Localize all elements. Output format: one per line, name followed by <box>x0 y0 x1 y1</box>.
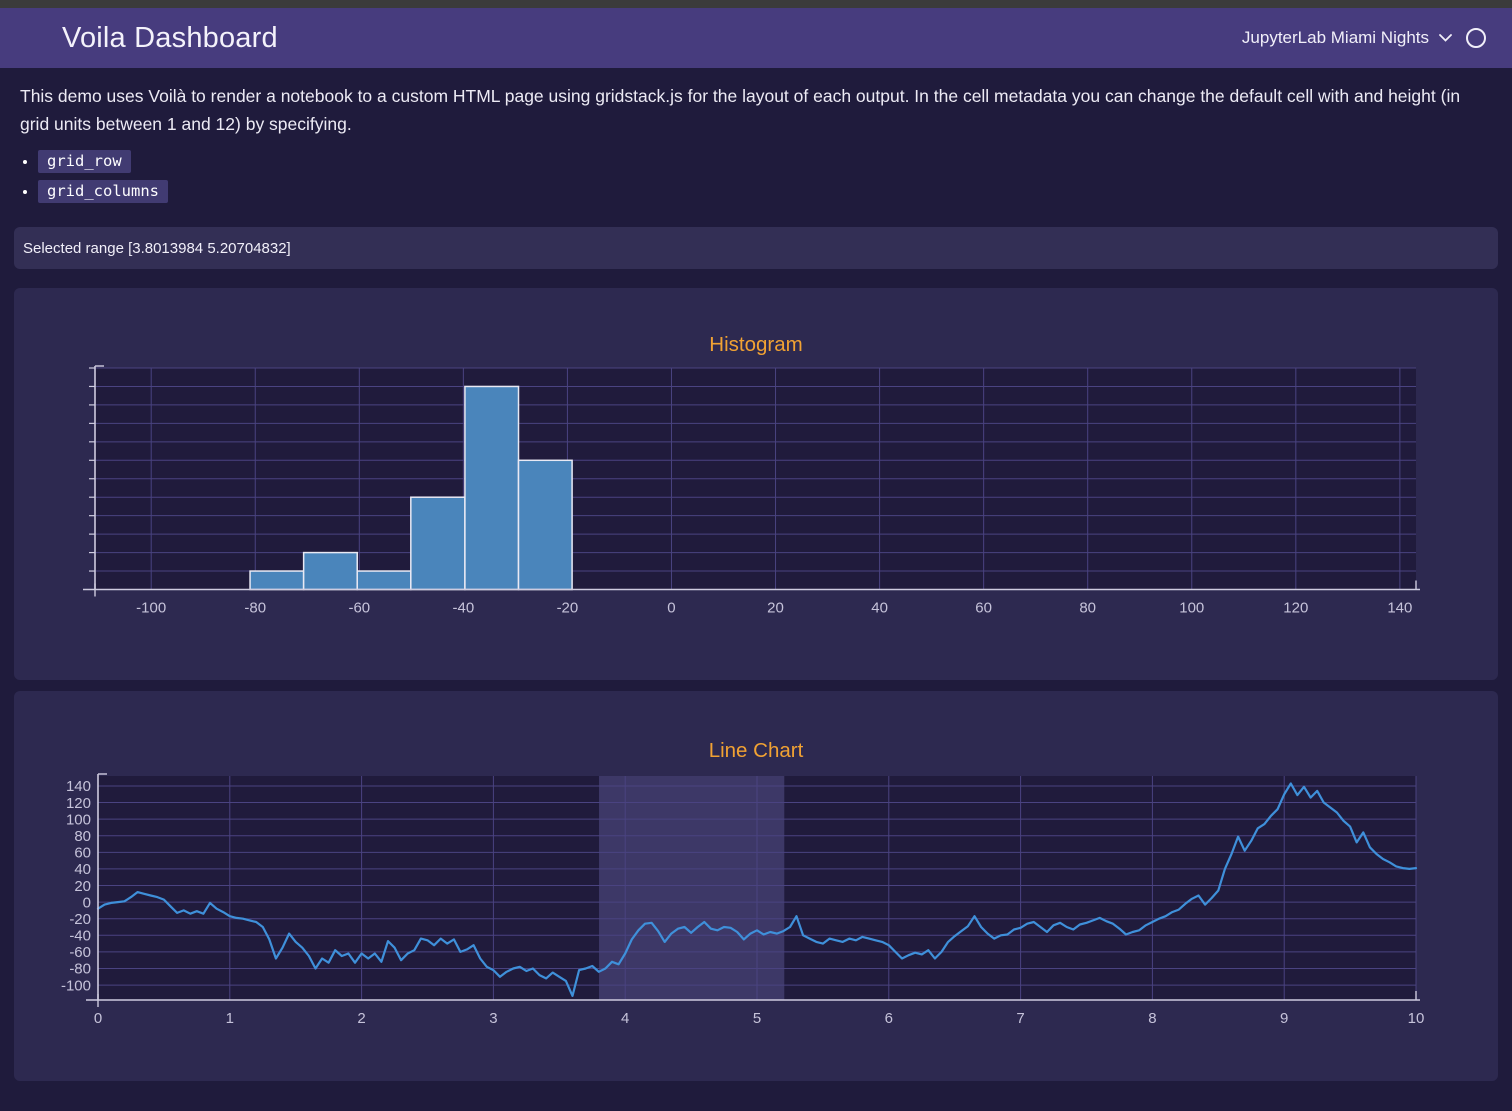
svg-text:-60: -60 <box>348 600 370 617</box>
svg-text:40: 40 <box>871 600 888 617</box>
svg-text:40: 40 <box>74 861 91 878</box>
svg-text:60: 60 <box>975 600 992 617</box>
window-top-strip <box>0 0 1512 8</box>
svg-text:-100: -100 <box>136 600 166 617</box>
svg-text:20: 20 <box>74 878 91 895</box>
svg-text:0: 0 <box>667 600 675 617</box>
dashboard-body: This demo uses Voilà to render a noteboo… <box>0 82 1512 1081</box>
svg-text:9: 9 <box>1280 1010 1288 1027</box>
svg-text:-60: -60 <box>69 944 91 961</box>
svg-text:-40: -40 <box>69 928 91 945</box>
histogram-title: Histogram <box>709 333 803 356</box>
svg-text:-80: -80 <box>69 961 91 978</box>
svg-text:0: 0 <box>83 894 91 911</box>
svg-text:80: 80 <box>74 828 91 845</box>
svg-text:-100: -100 <box>61 977 91 994</box>
svg-text:140: 140 <box>66 778 91 795</box>
svg-text:1: 1 <box>226 1010 234 1027</box>
svg-text:8: 8 <box>1148 1010 1156 1027</box>
svg-text:120: 120 <box>66 795 91 812</box>
selected-range-panel: Selected range [3.8013984 5.20704832] <box>14 227 1498 269</box>
svg-text:6: 6 <box>885 1010 893 1027</box>
svg-text:80: 80 <box>1079 600 1096 617</box>
svg-text:-20: -20 <box>69 911 91 928</box>
grid-row-code: grid_row <box>38 150 131 173</box>
theme-selector[interactable]: JupyterLab Miami Nights <box>1241 28 1429 47</box>
chevron-down-icon[interactable] <box>1439 34 1452 42</box>
line-chart-title: Line Chart <box>708 739 804 762</box>
svg-text:140: 140 <box>1387 600 1412 617</box>
svg-text:5: 5 <box>753 1010 761 1027</box>
svg-text:0: 0 <box>94 1010 102 1027</box>
histogram-chart[interactable]: -100 -80 -60 -40 -20 0 20 40 60 80 100 120 140 <box>14 288 1498 680</box>
list-item: grid_row <box>38 150 1512 173</box>
svg-text:-40: -40 <box>453 600 475 617</box>
svg-text:120: 120 <box>1283 600 1308 617</box>
svg-text:3: 3 <box>489 1010 497 1027</box>
kernel-status-icon[interactable] <box>1466 28 1486 48</box>
svg-text:100: 100 <box>1179 600 1204 617</box>
svg-text:7: 7 <box>1016 1010 1024 1027</box>
intro-paragraph: This demo uses Voilà to render a noteboo… <box>20 86 1461 134</box>
histogram-panel: -100 -80 -60 -40 -20 0 20 40 60 80 100 120 140 Histo… <box>14 288 1498 680</box>
selected-range-text: Selected range [3.8013984 5.20704832] <box>23 239 291 257</box>
metadata-options-list: grid_row grid_columns <box>20 150 1512 203</box>
svg-text:2: 2 <box>357 1010 365 1027</box>
svg-text:10: 10 <box>1408 1010 1425 1027</box>
svg-text:20: 20 <box>767 600 784 617</box>
header-right-group: JupyterLab Miami Nights <box>1242 28 1486 48</box>
line-chart-panel: -100 -80 -60 -40 -20 0 20 40 60 80 100 120 140 0 1 2 3 4 5… <box>14 691 1498 1081</box>
svg-text:-20: -20 <box>557 600 579 617</box>
svg-text:100: 100 <box>66 811 91 828</box>
grid-columns-code: grid_columns <box>38 180 168 203</box>
svg-text:60: 60 <box>74 845 91 862</box>
svg-text:4: 4 <box>621 1010 629 1027</box>
app-header: Voila Dashboard JupyterLab Miami Nights <box>0 8 1512 68</box>
page-title: Voila Dashboard <box>62 21 278 54</box>
list-item: grid_columns <box>38 180 1512 203</box>
svg-text:-80: -80 <box>244 600 266 617</box>
